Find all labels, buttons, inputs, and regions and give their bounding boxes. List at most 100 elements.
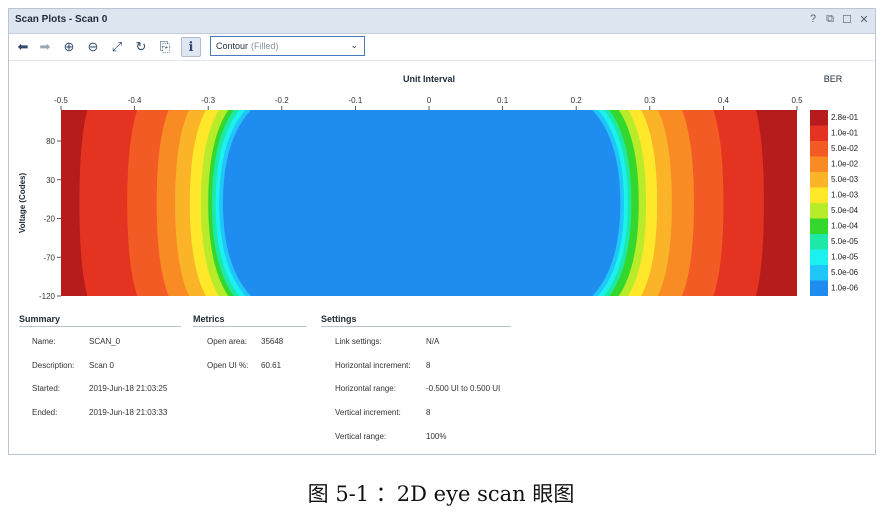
y-tick-label: -120 <box>39 292 56 301</box>
x-tick-label: 0.3 <box>644 96 656 105</box>
summary-description-label: Description: <box>32 361 75 370</box>
zoom-out-icon: ⊖ <box>87 39 99 54</box>
settings-v-range-label: Vertical range: <box>335 432 387 441</box>
legend-swatch <box>810 203 828 219</box>
y-tick-label: 30 <box>46 176 55 185</box>
settings-h-range-value: -0.500 UI to 0.500 UI <box>426 384 501 393</box>
legend-swatch <box>810 234 828 250</box>
settings-h-range-label: Horizontal range: <box>335 384 396 393</box>
back-button[interactable]: ⬅ <box>13 37 33 57</box>
refresh-icon: ↻ <box>135 39 147 54</box>
x-tick-label: 0.4 <box>718 96 730 105</box>
legend-label: 5.0e-03 <box>831 175 859 184</box>
x-tick-label: -0.3 <box>201 96 215 105</box>
x-tick-label: 0 <box>427 96 432 105</box>
summary-ended-label: Ended: <box>32 408 58 417</box>
y-tick-label: -70 <box>43 253 55 262</box>
settings-link-label: Link settings: <box>335 337 382 346</box>
x-tick-label: -0.1 <box>349 96 363 105</box>
legend-label: 5.0e-06 <box>831 268 859 277</box>
x-axis-title: Unit Interval <box>403 74 455 84</box>
x-tick-label: 0.1 <box>497 96 509 105</box>
export-icon: ⎘ <box>159 39 171 54</box>
contour-band-11 <box>222 110 621 296</box>
maximize-icon[interactable]: ☐ <box>842 14 852 26</box>
metrics-open-ui-value: 60.61 <box>261 361 282 370</box>
export-button[interactable]: ⎘ <box>155 37 175 57</box>
metrics-title: Metrics <box>193 314 225 324</box>
settings-h-increment-value: 8 <box>426 361 431 370</box>
summary-title: Summary <box>19 314 61 324</box>
legend-swatch <box>810 187 828 203</box>
legend-label: 1.0e-05 <box>831 253 859 262</box>
toolbar: ⬅ ➡ ⊕ ⊖ ⤢ ↻ ⎘ ℹ Contour (Filled) ⌄ <box>9 34 875 61</box>
plot-type-hint: (Filled) <box>251 41 279 51</box>
legend-label: 1.0e-02 <box>831 160 859 169</box>
legend-swatch <box>810 125 828 141</box>
close-icon[interactable]: ✕ <box>859 14 869 26</box>
legend-label: 1.0e-04 <box>831 222 859 231</box>
forward-arrow-icon: ➡ <box>39 39 51 54</box>
help-icon[interactable]: ? <box>809 13 817 25</box>
summary-started-label: Started: <box>32 384 61 393</box>
legend-label: 1.0e-06 <box>831 284 859 293</box>
legend-swatch <box>810 280 828 296</box>
metrics-open-ui-label: Open UI %: <box>207 361 249 370</box>
summary-description-value: Scan 0 <box>89 361 114 370</box>
restore-icon[interactable]: ⧉ <box>826 13 834 25</box>
x-tick-label: 0.2 <box>571 96 583 105</box>
legend-label: 1.0e-03 <box>831 191 859 200</box>
scan-plots-window: Scan Plots - Scan 0 ? ⧉ ☐ ✕ ⬅ ➡ ⊕ ⊖ ⤢ ↻ … <box>8 8 876 455</box>
plot-type-select[interactable]: Contour (Filled) ⌄ <box>210 36 365 56</box>
metrics-divider <box>193 326 307 327</box>
summary-ended-value: 2019-Jun-18 21:03:33 <box>89 408 168 417</box>
fit-button[interactable]: ⤢ <box>107 37 127 57</box>
zoom-in-button[interactable]: ⊕ <box>59 37 79 57</box>
settings-title: Settings <box>321 314 357 324</box>
info-icon: ℹ <box>188 39 194 54</box>
legend-swatch <box>810 156 828 172</box>
metrics-open-area-value: 35648 <box>261 337 284 346</box>
legend-label: 5.0e-05 <box>831 237 859 246</box>
legend-swatch <box>810 110 828 126</box>
y-tick-label: -20 <box>43 215 55 224</box>
summary-started-value: 2019-Jun-18 21:03:25 <box>89 384 168 393</box>
legend-title: BER <box>824 74 843 84</box>
title-bar: Scan Plots - Scan 0 ? ⧉ ☐ ✕ <box>9 9 875 34</box>
summary-name-value: SCAN_0 <box>89 337 121 346</box>
window-controls: ? ⧉ ☐ ✕ <box>808 13 869 26</box>
y-axis-title: Voltage (Codes) <box>18 173 27 234</box>
y-tick-label: 80 <box>46 137 55 146</box>
legend-swatch <box>810 172 828 188</box>
legend-swatch <box>810 141 828 157</box>
zoom-in-icon: ⊕ <box>63 39 75 54</box>
legend-label: 5.0e-02 <box>831 144 859 153</box>
x-tick-label: 0.5 <box>791 96 803 105</box>
legend-label: 1.0e-01 <box>831 129 859 138</box>
zoom-out-button[interactable]: ⊖ <box>83 37 103 57</box>
settings-divider <box>321 326 511 327</box>
settings-v-increment-label: Vertical increment: <box>335 408 401 417</box>
chevron-down-icon: ⌄ <box>350 40 358 50</box>
settings-link-value: N/A <box>426 337 440 346</box>
legend-swatch <box>810 218 828 234</box>
back-arrow-icon: ⬅ <box>17 39 29 54</box>
x-tick-label: -0.4 <box>128 96 142 105</box>
legend-label: 2.8e-01 <box>831 113 859 122</box>
x-tick-label: -0.5 <box>54 96 68 105</box>
settings-v-range-value: 100% <box>426 432 447 441</box>
summary-name-label: Name: <box>32 337 56 346</box>
figure-caption: 图 5-1 ：2D eye scan 眼图 <box>307 482 575 506</box>
summary-divider <box>19 326 181 327</box>
x-tick-label: -0.2 <box>275 96 289 105</box>
settings-v-increment-value: 8 <box>426 408 431 417</box>
metrics-open-area-label: Open area: <box>207 337 248 346</box>
eye-scan-plot[interactable]: Unit Interval Voltage (Codes) -0.5 -0.4 -0.3… <box>9 64 875 302</box>
legend-label: 5.0e-04 <box>831 206 859 215</box>
legend-swatch <box>810 265 828 281</box>
window-title: Scan Plots - Scan 0 <box>15 14 108 25</box>
plot-type-value: Contour <box>216 41 249 51</box>
refresh-button[interactable]: ↻ <box>131 37 151 57</box>
forward-button[interactable]: ➡ <box>35 37 55 57</box>
info-button[interactable]: ℹ <box>181 37 201 57</box>
